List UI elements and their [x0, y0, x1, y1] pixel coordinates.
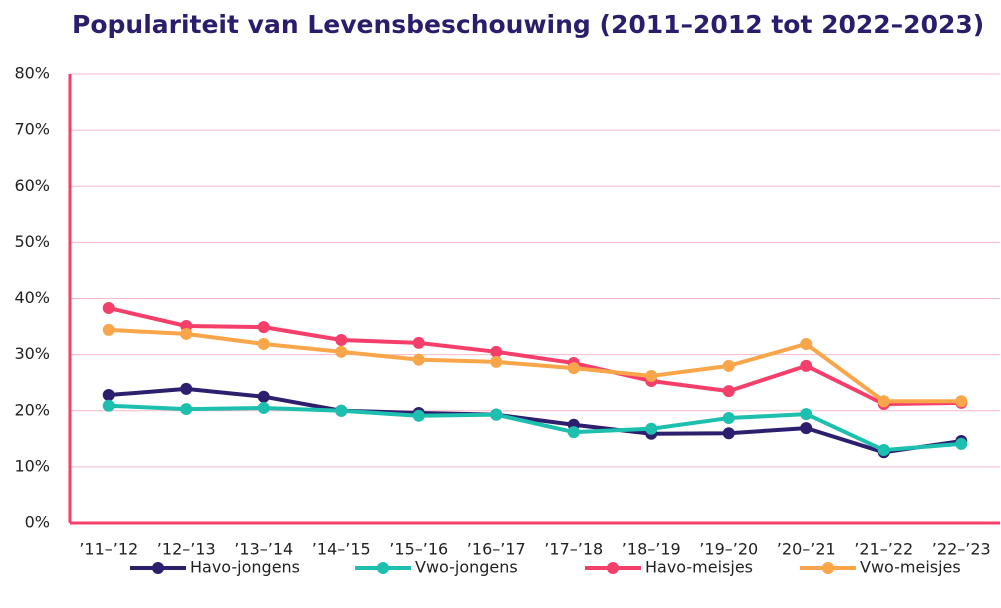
- data-point: [257, 321, 270, 334]
- data-point: [800, 359, 813, 372]
- data-point: [800, 337, 813, 350]
- data-point: [645, 422, 658, 435]
- y-tick-label: 70%: [14, 120, 50, 139]
- y-tick-label: 50%: [14, 232, 50, 251]
- y-tick-label: 60%: [14, 176, 50, 195]
- data-point: [180, 327, 193, 340]
- x-tick-label: ’11–’12: [79, 540, 138, 559]
- data-point: [567, 362, 580, 375]
- data-point: [180, 382, 193, 395]
- y-tick-label: 40%: [14, 288, 50, 307]
- data-point: [257, 390, 270, 403]
- data-point: [412, 353, 425, 366]
- data-point: [257, 337, 270, 350]
- legend-label: Havo-jongens: [190, 558, 300, 577]
- x-tick-label: ’22–’23: [932, 540, 991, 559]
- data-point: [180, 403, 193, 416]
- data-point: [102, 389, 115, 402]
- data-point: [955, 395, 968, 408]
- x-tick-label: ’17–’18: [544, 540, 603, 559]
- data-point: [335, 404, 348, 417]
- data-point: [722, 412, 735, 425]
- legend-label: Vwo-jongens: [415, 558, 518, 577]
- x-tick-label: ’21–’22: [854, 540, 913, 559]
- x-tick-label: ’12–’13: [157, 540, 216, 559]
- x-tick-label: ’16–’17: [467, 540, 526, 559]
- data-point: [490, 355, 503, 368]
- data-point: [490, 408, 503, 421]
- x-tick-label: ’20–’21: [777, 540, 836, 559]
- data-point: [102, 399, 115, 412]
- x-tick-label: ’13–’14: [234, 540, 293, 559]
- data-point: [800, 422, 813, 435]
- data-point: [567, 426, 580, 439]
- legend-marker: [152, 562, 164, 574]
- x-tick-label: ’14–’15: [312, 540, 371, 559]
- legend-label: Vwo-meisjes: [860, 558, 961, 577]
- data-point: [645, 369, 658, 382]
- data-point: [722, 359, 735, 372]
- data-point: [412, 409, 425, 422]
- series-line: [108, 306, 962, 407]
- y-tick-label: 30%: [14, 344, 50, 363]
- y-tick-label: 20%: [14, 400, 50, 419]
- y-tick-label: 80%: [14, 64, 50, 83]
- data-point: [877, 444, 890, 457]
- x-tick-label: ’19–’20: [699, 540, 758, 559]
- x-tick-label: ’18–’19: [622, 540, 681, 559]
- series-line: [108, 403, 962, 453]
- series-line: [108, 327, 962, 404]
- data-point: [877, 395, 890, 408]
- data-point: [955, 437, 968, 450]
- y-tick-label: 10%: [14, 456, 50, 475]
- x-tick-label: ’15–’16: [389, 540, 448, 559]
- data-point: [335, 345, 348, 358]
- data-point: [722, 385, 735, 398]
- data-point: [257, 401, 270, 414]
- y-tick-label: 0%: [25, 513, 50, 532]
- data-point: [335, 334, 348, 347]
- series-line: [108, 386, 962, 455]
- data-point: [800, 408, 813, 421]
- legend-marker: [607, 562, 619, 574]
- legend-marker: [377, 562, 389, 574]
- data-point: [102, 302, 115, 315]
- data-point: [722, 427, 735, 440]
- legend-label: Havo-meisjes: [645, 558, 753, 577]
- data-point: [102, 323, 115, 336]
- chart-title: Populariteit van Levensbeschouwing (2011…: [72, 10, 984, 39]
- data-point: [490, 345, 503, 358]
- legend-marker: [822, 562, 834, 574]
- data-point: [412, 336, 425, 349]
